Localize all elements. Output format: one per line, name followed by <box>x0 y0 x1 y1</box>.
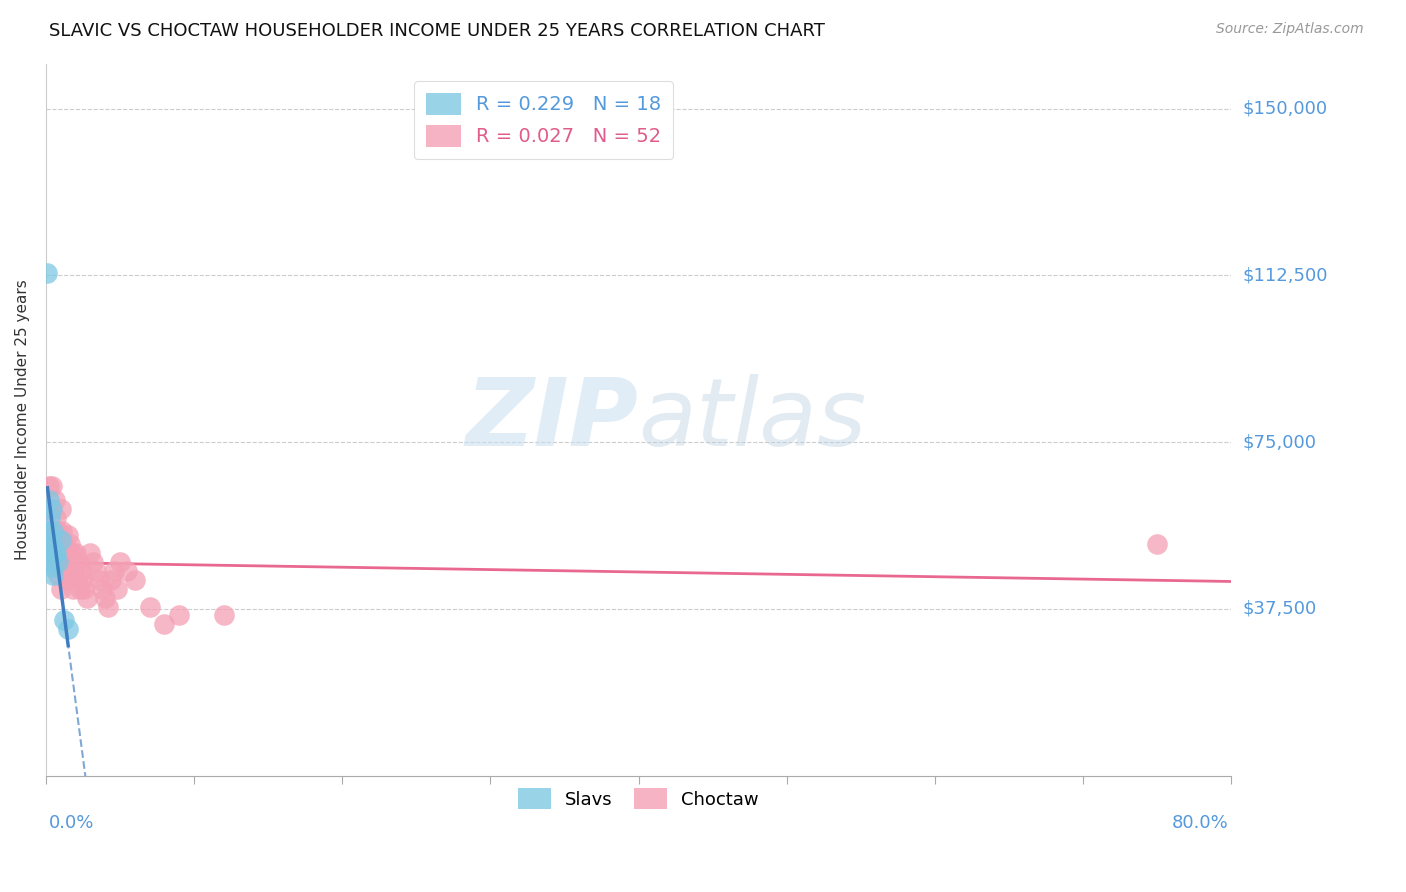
Point <box>44 546 66 560</box>
Point <box>59 537 82 551</box>
Point <box>58 573 80 587</box>
Point <box>41 479 63 493</box>
Point <box>58 622 80 636</box>
Text: SLAVIC VS CHOCTAW HOUSEHOLDER INCOME UNDER 25 YEARS CORRELATION CHART: SLAVIC VS CHOCTAW HOUSEHOLDER INCOME UND… <box>49 22 825 40</box>
Point <box>41 537 63 551</box>
Point <box>169 608 191 623</box>
Text: Source: ZipAtlas.com: Source: ZipAtlas.com <box>1216 22 1364 37</box>
Point <box>103 564 125 578</box>
Text: $37,500: $37,500 <box>1243 599 1316 618</box>
Text: atlas: atlas <box>638 375 866 466</box>
Text: ZIP: ZIP <box>465 374 638 466</box>
Point <box>65 546 87 560</box>
Point <box>49 533 72 547</box>
Point <box>91 582 114 596</box>
Point <box>38 492 60 507</box>
Text: $150,000: $150,000 <box>1243 100 1327 118</box>
Point <box>76 591 98 605</box>
Point <box>39 510 62 524</box>
Text: $75,000: $75,000 <box>1243 433 1316 451</box>
Point <box>62 546 84 560</box>
Point <box>62 582 84 596</box>
Point <box>39 501 62 516</box>
Point <box>60 564 83 578</box>
Point <box>46 568 69 582</box>
Point <box>117 564 139 578</box>
Point <box>41 501 63 516</box>
Point <box>52 564 75 578</box>
Point <box>42 524 65 538</box>
Y-axis label: Householder Income Under 25 years: Householder Income Under 25 years <box>15 279 30 560</box>
Point <box>70 564 93 578</box>
Point <box>42 524 65 538</box>
Point <box>44 492 66 507</box>
Point <box>42 568 65 582</box>
Point <box>46 555 69 569</box>
Point <box>45 537 67 551</box>
Point <box>37 546 59 560</box>
Point <box>86 564 108 578</box>
Point <box>38 479 60 493</box>
Point <box>94 591 117 605</box>
Point <box>1146 537 1168 551</box>
Point <box>55 555 77 569</box>
Point <box>38 524 60 538</box>
Point <box>79 546 101 560</box>
Point <box>49 501 72 516</box>
Point <box>58 528 80 542</box>
Point <box>45 546 67 560</box>
Point <box>73 582 96 596</box>
Point <box>42 555 65 569</box>
Point <box>67 555 90 569</box>
Point <box>138 599 160 614</box>
Point <box>38 546 60 560</box>
Legend: Slavs, Choctaw: Slavs, Choctaw <box>510 781 766 816</box>
Point <box>69 582 91 596</box>
Point <box>37 266 59 280</box>
Point <box>51 524 73 538</box>
Point <box>49 582 72 596</box>
Point <box>72 573 94 587</box>
Text: 80.0%: 80.0% <box>1171 814 1229 832</box>
Point <box>153 617 176 632</box>
Point <box>97 599 120 614</box>
Point <box>52 613 75 627</box>
Point <box>100 573 122 587</box>
Point <box>41 559 63 574</box>
Point <box>105 582 128 596</box>
Point <box>39 533 62 547</box>
Point <box>39 555 62 569</box>
Point <box>52 537 75 551</box>
Point <box>108 555 131 569</box>
Point <box>46 524 69 538</box>
Point <box>45 510 67 524</box>
Text: $112,500: $112,500 <box>1243 267 1327 285</box>
Text: 0.0%: 0.0% <box>49 814 94 832</box>
Point <box>63 564 86 578</box>
Point <box>66 573 89 587</box>
Point <box>212 608 235 623</box>
Point <box>82 555 104 569</box>
Point <box>48 555 70 569</box>
Point <box>89 573 111 587</box>
Point <box>53 546 76 560</box>
Point <box>124 573 146 587</box>
